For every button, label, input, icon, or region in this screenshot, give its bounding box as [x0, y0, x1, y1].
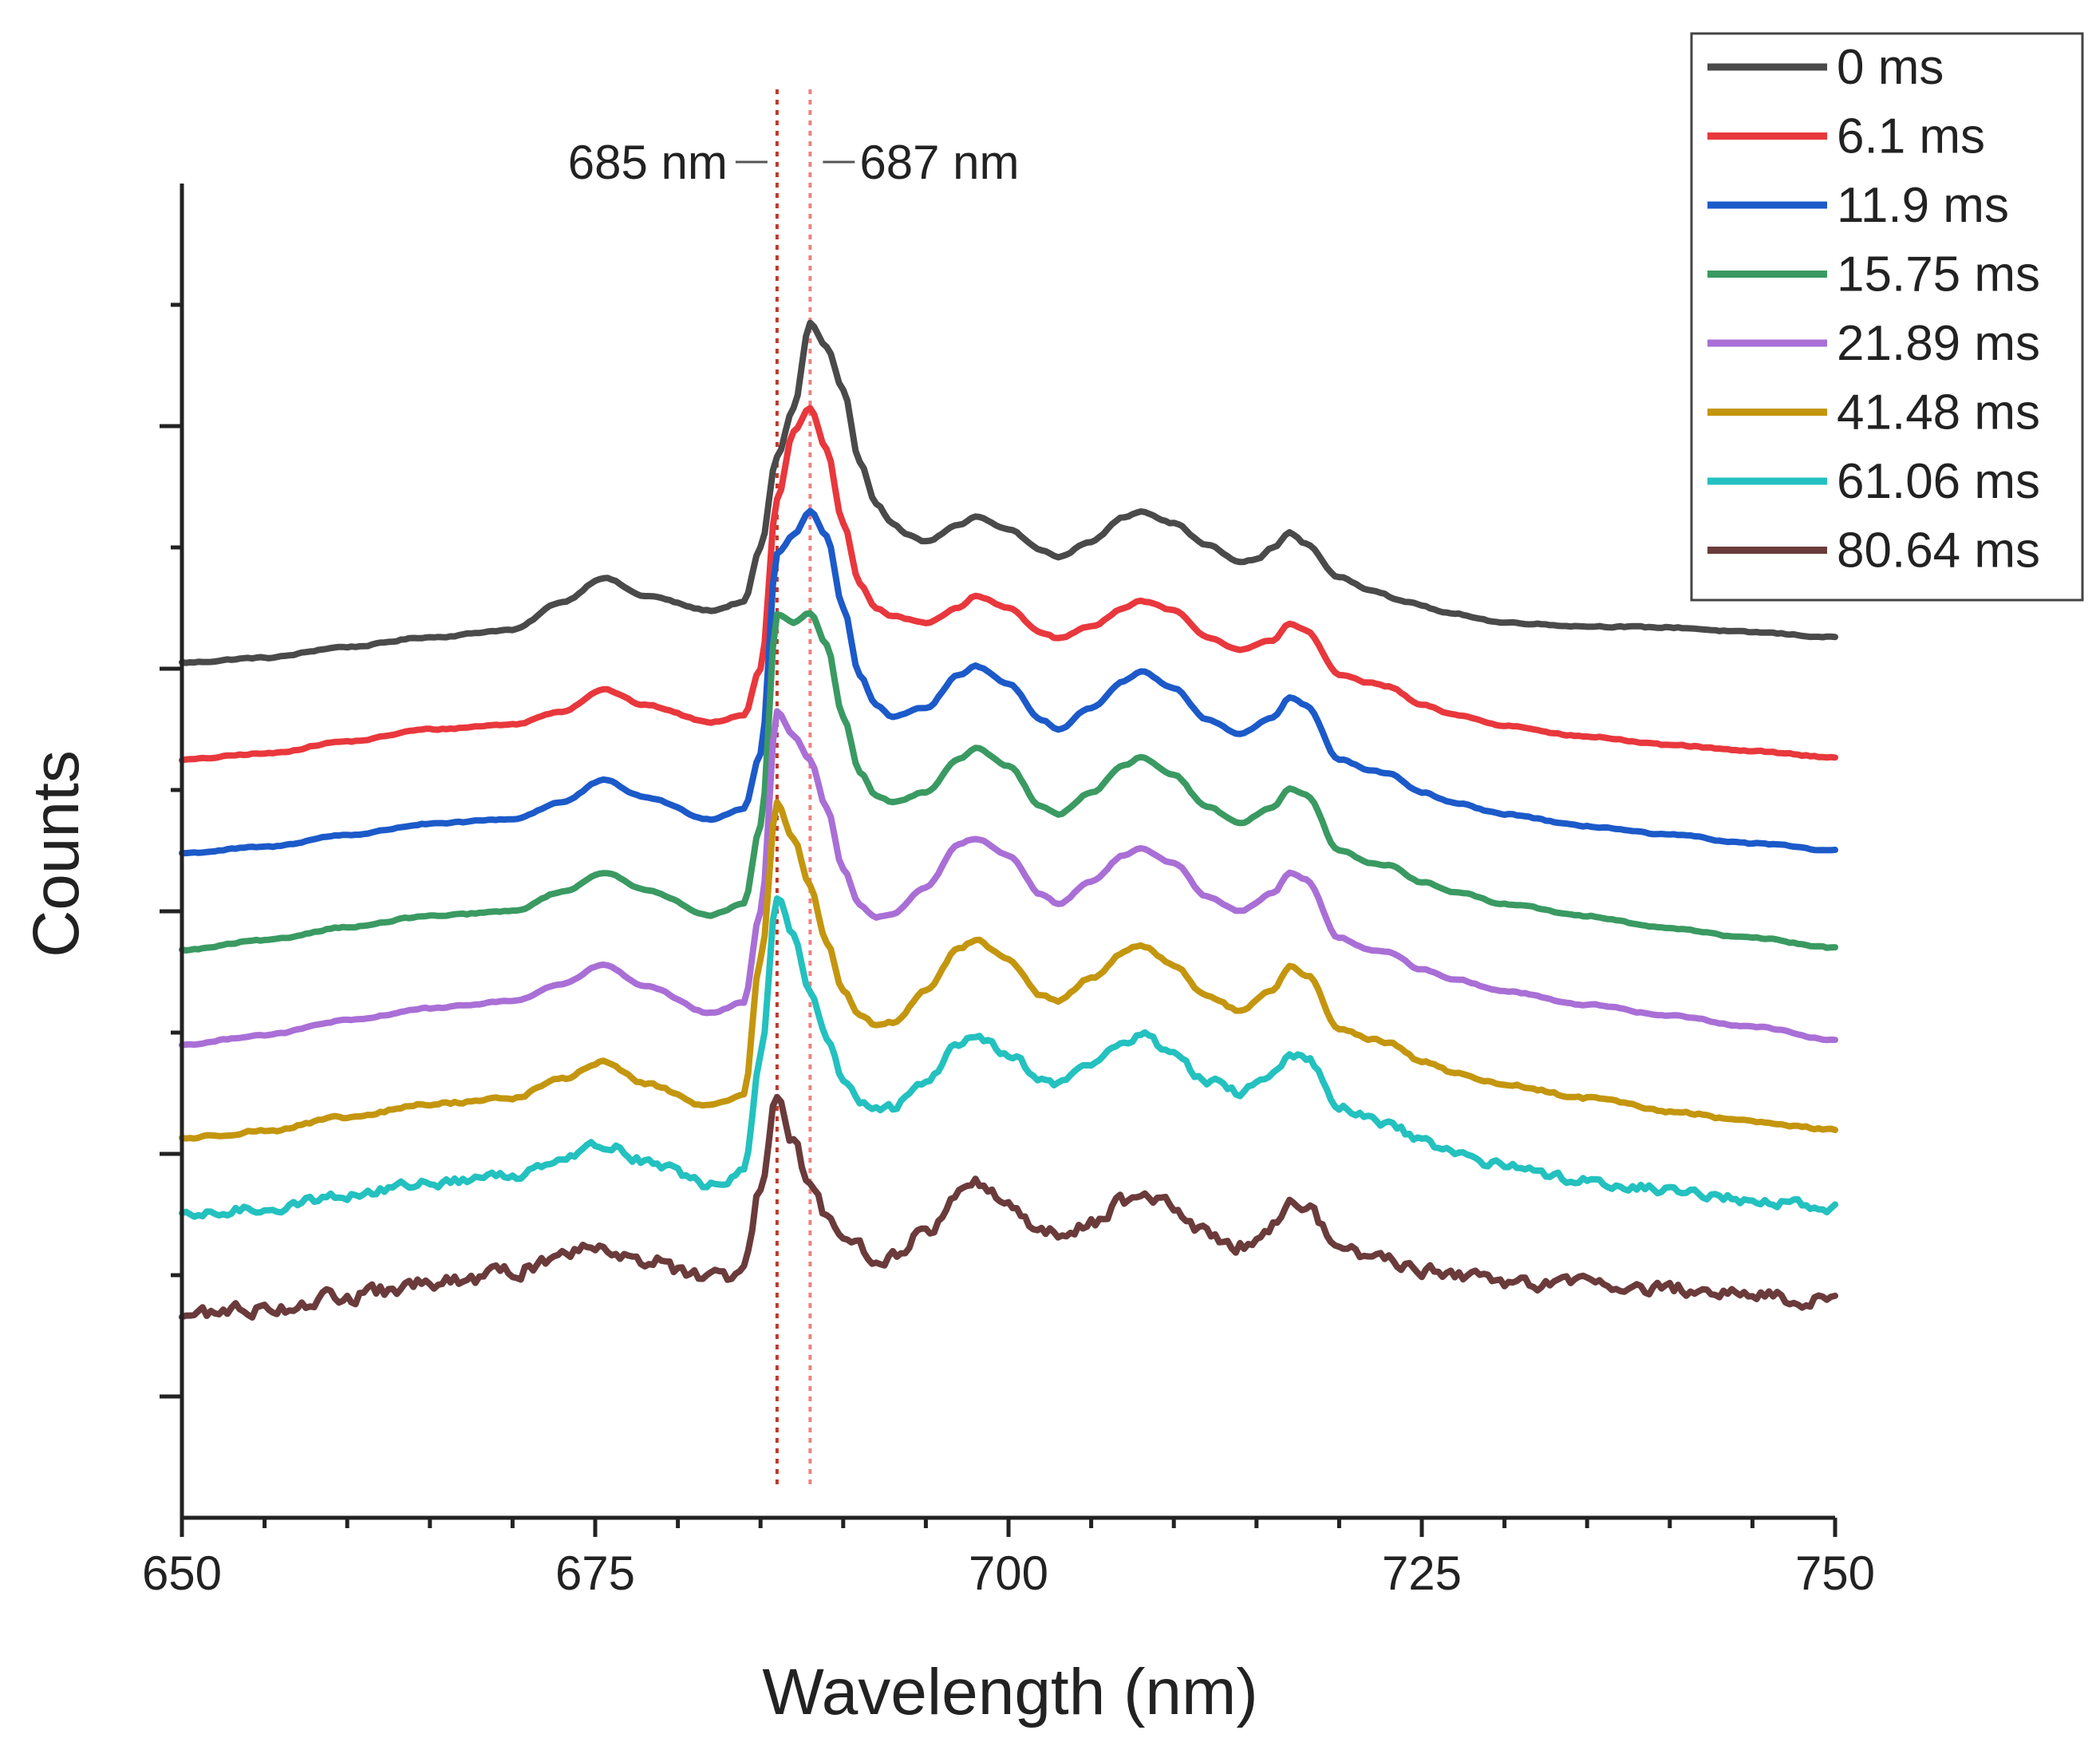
x-tick-label: 725	[1382, 1546, 1462, 1600]
series-line	[179, 895, 1838, 1220]
legend-items: 0 ms 6.1 ms 11.9 ms 15.75 ms 21.89 ms 41.48 m…	[1707, 40, 2040, 579]
series-line	[179, 610, 1838, 954]
series-line	[179, 508, 1838, 857]
legend-label: 11.9 ms	[1837, 178, 2009, 233]
x-tick-label: 700	[969, 1546, 1048, 1600]
x-axis-label: Wavelength (nm)	[762, 1656, 1257, 1728]
series-line	[179, 319, 1838, 666]
legend-label: 61.06 ms	[1837, 454, 2040, 509]
series-line	[179, 1093, 1838, 1321]
legend-box	[1690, 32, 2084, 602]
legend: 0 ms 6.1 ms 11.9 ms 15.75 ms 21.89 ms 41.48 m…	[1690, 32, 2084, 602]
y-ticks	[160, 302, 182, 1399]
legend-label: 15.75 ms	[1837, 247, 2040, 302]
annotation-label: 685 nm	[568, 136, 728, 189]
x-tick-label: 650	[142, 1546, 222, 1600]
series-lines	[179, 319, 1838, 1321]
legend-label: 41.48 ms	[1837, 385, 2040, 440]
annotation-lines	[775, 89, 812, 1487]
axes: 650 675 700 725 750	[142, 184, 1875, 1600]
legend-label: 0 ms	[1837, 40, 1944, 95]
series-line	[179, 405, 1838, 764]
legend-label: 6.1 ms	[1837, 109, 1985, 164]
series-line	[179, 708, 1838, 1049]
annotation-label: 687 nm	[859, 136, 1019, 189]
x-tick-label: 675	[555, 1546, 635, 1600]
legend-label: 21.89 ms	[1837, 316, 2040, 371]
x-ticks: 650 675 700 725 750	[142, 1518, 1875, 1600]
x-tick-label: 750	[1795, 1546, 1875, 1600]
legend-label: 80.64 ms	[1837, 523, 2040, 579]
series-line	[179, 799, 1838, 1142]
annotation-labels: 685 nm 687 nm	[568, 136, 1020, 189]
y-axis-label: Counts	[20, 750, 93, 958]
